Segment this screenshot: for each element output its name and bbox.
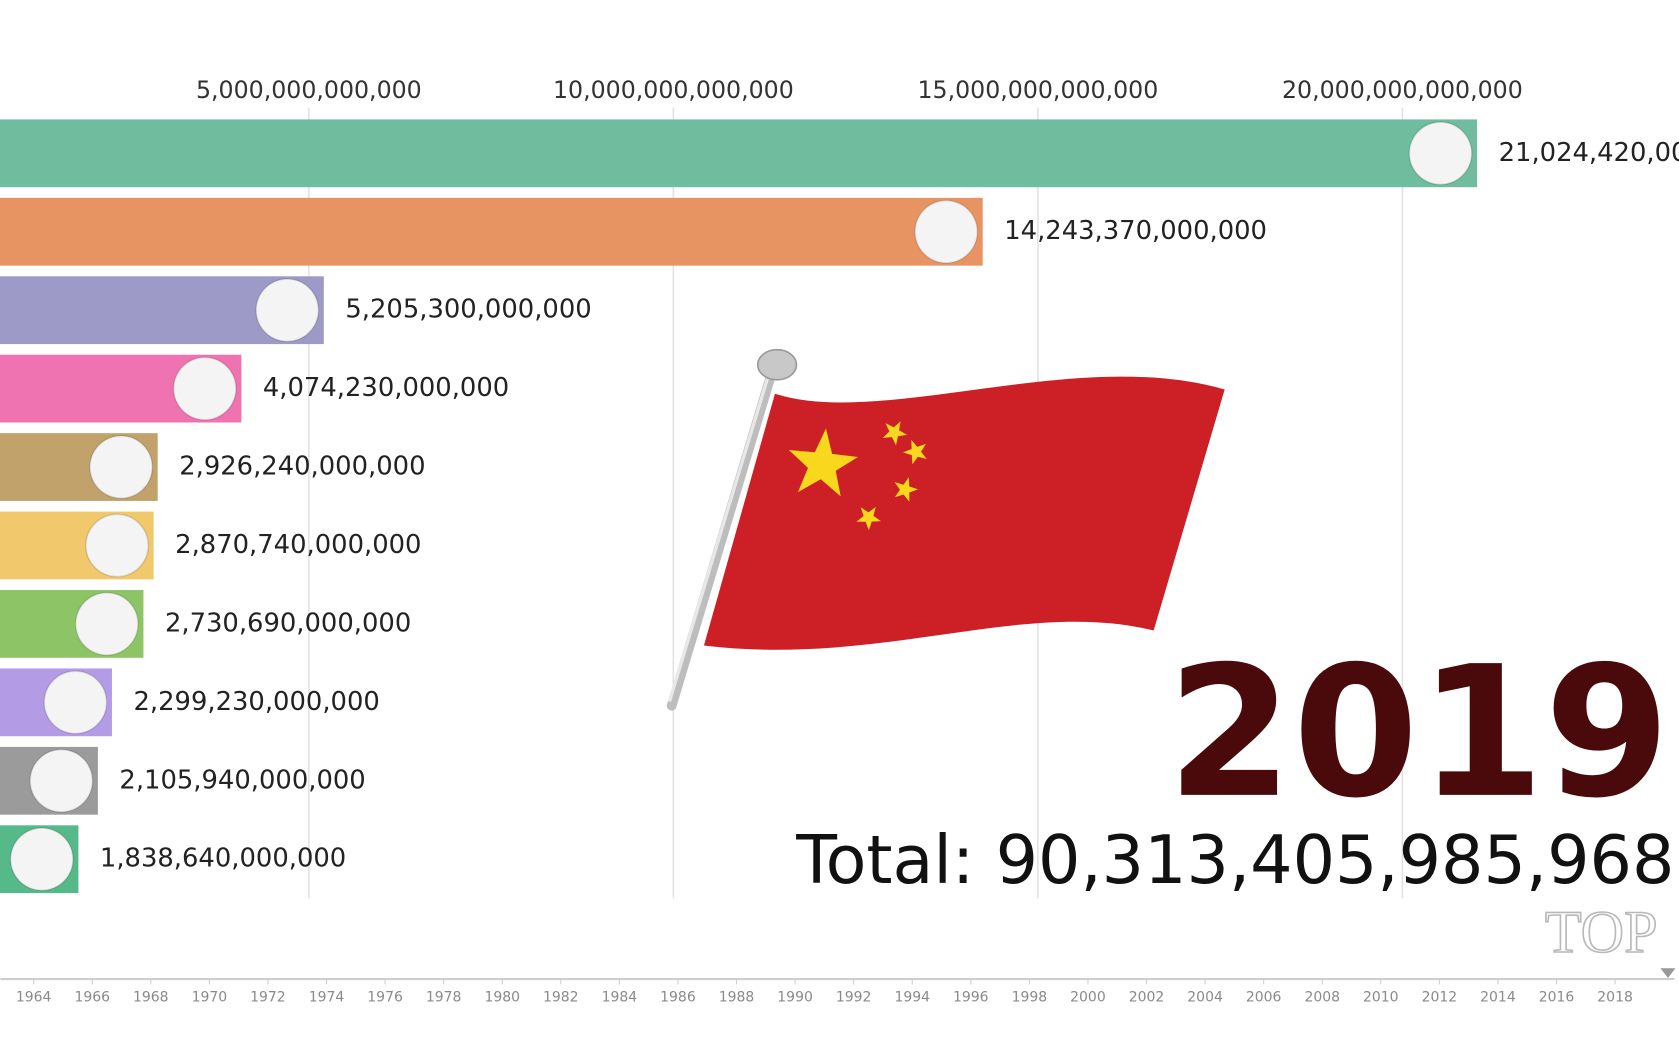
flag-badge [85,513,150,578]
timeline-year: 1984 [602,989,638,1005]
flag-cloth [703,376,1225,650]
timeline-year: 1972 [250,989,286,1005]
timeline-year: 2018 [1597,989,1633,1005]
timeline-year: 2006 [1246,989,1282,1005]
flag-badge [43,670,108,735]
bar [0,119,1478,188]
china-flag-illustration [666,348,1225,711]
timeline-year: 1968 [133,989,169,1005]
timeline-year: 1996 [953,989,989,1005]
flag-badge [74,591,139,656]
timeline-year: 2012 [1422,989,1458,1005]
flag-pole-highlight [667,378,769,702]
flag-pole [666,371,776,711]
value-label: 2,299,230,000,000 [133,687,379,717]
timeline-year: 1992 [836,989,872,1005]
flag-badge [255,278,320,343]
x-tick-label: 10,000,000,000,000 [553,76,794,104]
timeline-year: 2002 [1129,989,1165,1005]
bars: 21,024,420,000,000 14,243,370,000,000 5,20… [0,119,1679,894]
timeline-year: 1964 [16,989,52,1005]
x-tick-label: 15,000,000,000,000 [917,76,1158,104]
timeline-year: 1990 [777,989,813,1005]
bar [0,197,983,266]
flag-badge [172,356,237,421]
flag-stars [788,421,927,531]
value-label: 1,838,640,000,000 [100,844,346,874]
flag-badge [914,199,979,264]
x-tick-label: 20,000,000,000,000 [1282,76,1523,104]
timeline-year: 2014 [1480,989,1516,1005]
flag-star [856,506,881,531]
value-label: 5,205,300,000,000 [345,295,591,325]
timeline-handle[interactable] [1660,968,1676,978]
x-tick-label: 5,000,000,000,000 [196,76,422,104]
value-label: 4,074,230,000,000 [263,373,509,403]
value-label: 21,024,420,000,000 [1499,138,1679,168]
value-label: 2,730,690,000,000 [165,608,411,638]
timeline-year: 1982 [543,989,579,1005]
timeline-year: 1978 [426,989,462,1005]
timeline-year: 1980 [484,989,520,1005]
timeline-year: 1994 [894,989,930,1005]
flag-star [788,428,859,497]
value-label: 2,926,240,000,000 [179,452,425,482]
timeline-year: 1974 [309,989,345,1005]
value-label: 14,243,370,000,000 [1004,216,1267,246]
watermark: TOP [1545,899,1658,966]
timeline-year: 1988 [719,989,755,1005]
timeline-year: 1976 [367,989,403,1005]
timeline-year: 1986 [660,989,696,1005]
value-label: 2,105,940,000,000 [119,765,365,795]
year-label: 2019 [1167,627,1670,838]
flag-star [894,477,919,502]
flag-badge [1408,121,1473,186]
timeline-year: 1970 [192,989,228,1005]
flag-badge [9,827,74,892]
flag-star [902,439,927,465]
total-label: Total: 90,313,405,985,968 [795,821,1674,899]
timeline-year: 2008 [1304,989,1340,1005]
timeline-year: 2000 [1070,989,1106,1005]
timeline-year: 1966 [74,989,110,1005]
flag-badge [29,748,94,813]
timeline-year: 1998 [1012,989,1048,1005]
timeline: 1964 1966 1968 1970 1972 1974 1976 1978 1980 1982… [16,979,1633,1005]
value-label: 2,870,740,000,000 [175,530,421,560]
flag-knob [756,348,798,381]
timeline-year: 2010 [1363,989,1399,1005]
flag-badge [89,435,154,500]
timeline-year: 2016 [1539,989,1575,1005]
flag-star [882,421,908,446]
timeline-year: 2004 [1187,989,1223,1005]
